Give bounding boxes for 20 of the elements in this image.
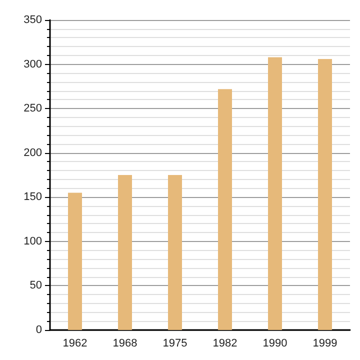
x-tick-label: 1962	[62, 338, 88, 350]
bar	[268, 57, 282, 330]
x-tick-label: 1990	[262, 338, 288, 350]
bar	[68, 192, 82, 330]
bar	[318, 58, 332, 330]
y-tick-label: 300	[24, 58, 42, 70]
y-tick-label: 150	[24, 191, 42, 204]
x-tick-label: 1975	[162, 338, 188, 350]
bar	[118, 175, 132, 330]
bar	[168, 175, 182, 330]
y-tick-label: 350	[24, 14, 42, 26]
bar	[218, 89, 232, 330]
y-tick-label: 100	[24, 235, 42, 248]
x-tick-label: 1982	[212, 338, 238, 350]
y-tick-label: 250	[24, 102, 42, 115]
y-tick-label: 50	[30, 280, 42, 292]
x-tick-label: 1999	[312, 338, 338, 350]
y-tick-label: 200	[24, 146, 42, 159]
y-tick-label: 0	[36, 324, 42, 336]
x-tick-label: 1968	[112, 338, 138, 350]
